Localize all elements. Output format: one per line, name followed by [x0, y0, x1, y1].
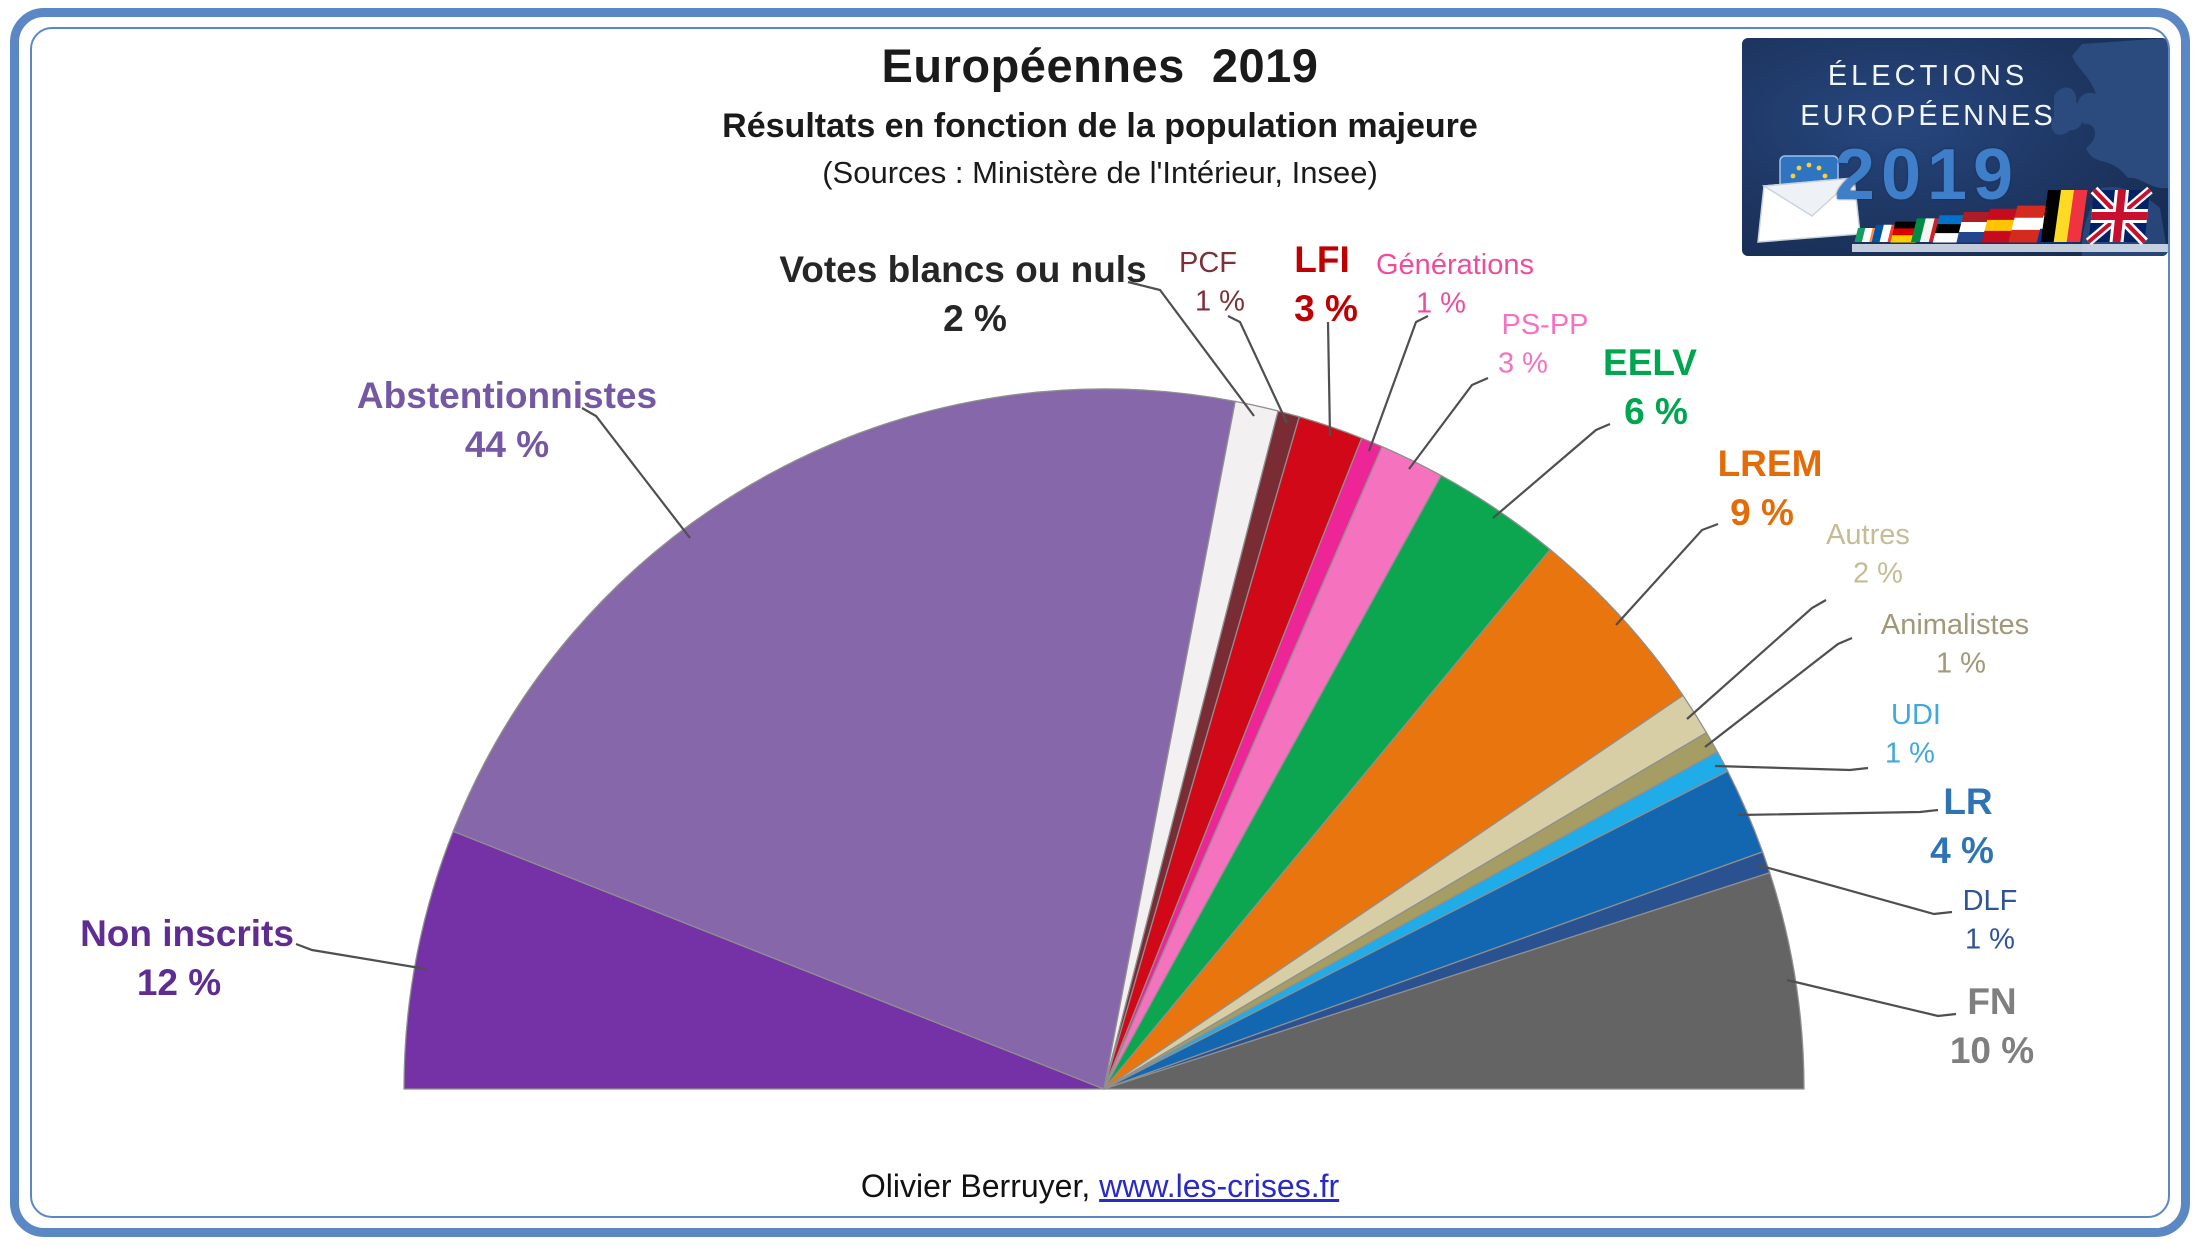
- slice-label-votes_blancs: Votes blancs ou nuls 2 %: [779, 249, 1146, 339]
- leader-line-non_inscrits: [295, 942, 427, 971]
- leader-line-pcf: [1227, 315, 1288, 424]
- slice-label-eelv: EELV 6 %: [1603, 342, 1697, 432]
- chart-subtitle: Résultats en fonction de la population m…: [722, 107, 1478, 145]
- les-crises-link[interactable]: www.les-crises.fr: [1099, 1168, 1340, 1204]
- leader-line-udi: [1714, 764, 1869, 772]
- leader-line-eelv: [1492, 422, 1611, 519]
- elections-logo: ÉLECTIONS EUROPÉENNES 2019: [1742, 38, 2168, 256]
- logo-year: 2019: [1834, 135, 2020, 215]
- leader-line-dlf: [1757, 863, 1953, 916]
- flags-reflection: [1852, 244, 2168, 252]
- logo-title-line2: EUROPÉENNES: [1800, 100, 2056, 132]
- slice-label-pcf: PCF 1 %: [1179, 247, 1245, 317]
- slice-label-autres: Autres 2 %: [1826, 519, 1910, 589]
- pie-slice-non_inscrits: [403, 830, 1105, 1090]
- pie-slice-fn: [1103, 872, 1805, 1090]
- leader-line-generations: [1367, 315, 1429, 452]
- leader-line-lfi: [1326, 321, 1332, 437]
- eu-flags-strip: [1854, 186, 2153, 246]
- pie-slice-abstentionnistes: [452, 388, 1236, 1090]
- leader-line-animalistes: [1704, 636, 1853, 748]
- leader-line-lr: [1737, 808, 1939, 817]
- leader-line-lrem: [1615, 522, 1719, 626]
- slice-label-ps_pp: PS-PP 3 %: [1498, 309, 1589, 379]
- slice-label-dlf: DLF 1 %: [1963, 885, 2018, 955]
- leader-line-autres: [1686, 599, 1827, 720]
- slice-label-lrem: LREM 9 %: [1718, 443, 1823, 533]
- chart-sources: (Sources : Ministère de l'Intérieur, Ins…: [822, 155, 1378, 190]
- logo-title-line1: ÉLECTIONS: [1827, 60, 2029, 92]
- slice-label-animalistes: Animalistes 1 %: [1881, 609, 2029, 679]
- leader-line-ps_pp: [1408, 376, 1489, 470]
- envelope-icon: [1757, 155, 1861, 243]
- author-name: Olivier Berruyer,: [860, 1168, 1100, 1204]
- chart-header: Européennes 2019 Résultats en fonction d…: [0, 38, 2200, 191]
- leader-line-votes_blancs: [1127, 280, 1255, 417]
- leader-line-abstentionnistes: [581, 407, 691, 539]
- slice-label-lr: LR 4 %: [1930, 781, 1994, 871]
- slice-label-generations: Générations 1 %: [1376, 249, 1534, 319]
- slice-label-fn: FN 10 %: [1950, 981, 2034, 1071]
- slice-label-non_inscrits: Non inscrits 12 %: [80, 913, 294, 1003]
- credit-line: Olivier Berruyer, www.les-crises.fr: [0, 1168, 2200, 1205]
- leader-line-fn: [1786, 978, 1957, 1018]
- slice-label-udi: UDI 1 %: [1885, 699, 1941, 769]
- slice-label-lfi: LFI 3 %: [1294, 239, 1358, 329]
- slice-label-abstentionnistes: Abstentionnistes 44 %: [357, 375, 657, 465]
- logo-art: [1757, 38, 2168, 256]
- page-title: Européennes 2019: [881, 39, 1319, 92]
